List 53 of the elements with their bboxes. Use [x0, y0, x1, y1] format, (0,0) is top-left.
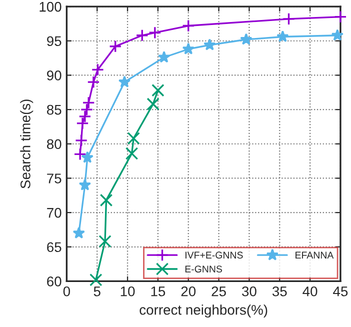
x-tick-label: 0 — [63, 286, 70, 296]
point — [81, 151, 94, 163]
x-tick-label: 20 — [181, 286, 196, 296]
point — [240, 33, 252, 45]
y-tick-label: 65 — [47, 242, 62, 252]
x-tick-label: 10 — [120, 286, 135, 296]
point — [276, 30, 289, 42]
point — [82, 96, 95, 110]
x-axis-title: correct neighbors(%) — [140, 304, 268, 318]
point — [136, 28, 149, 42]
point — [182, 42, 194, 54]
point — [125, 147, 138, 160]
point — [334, 10, 347, 24]
point — [158, 50, 170, 63]
point — [74, 134, 88, 147]
point — [152, 84, 164, 97]
y-axis-title: Search time(s) — [20, 100, 34, 188]
legend-label: IVF+E-GNNS — [186, 252, 243, 259]
legend-label: EFANNA — [296, 252, 334, 258]
point — [100, 194, 113, 207]
x-tick-label: 40 — [302, 286, 318, 296]
point — [98, 235, 112, 248]
x-tick-label: 25 — [212, 286, 226, 296]
y-tick-label: 80 — [46, 139, 62, 150]
y-tick-label: 85 — [46, 104, 62, 115]
point — [118, 76, 131, 88]
point — [74, 148, 86, 161]
x-tick-label: 35 — [272, 286, 287, 296]
y-tick-label: 70 — [47, 208, 62, 218]
point — [91, 63, 104, 76]
point — [146, 98, 160, 110]
x-tick-label: 45 — [333, 286, 348, 296]
y-tick-label: 90 — [47, 70, 62, 80]
point — [182, 19, 195, 32]
point — [148, 26, 162, 40]
point — [87, 76, 100, 88]
point — [127, 132, 140, 145]
point — [90, 273, 102, 286]
x-tick-label: 5 — [94, 286, 100, 296]
point — [331, 28, 344, 41]
y-tick-label: 60 — [47, 276, 62, 286]
x-tick-label: 30 — [242, 286, 256, 296]
legend-label: E-GNNS — [185, 266, 222, 272]
point — [204, 38, 216, 50]
point — [78, 178, 92, 190]
y-tick-label: 95 — [47, 36, 62, 46]
point — [108, 40, 122, 53]
point — [80, 103, 94, 116]
y-tick-label: 75 — [47, 174, 62, 184]
point — [282, 12, 296, 26]
y-tick-label: 100 — [40, 2, 62, 12]
x-tick-label: 15 — [151, 286, 166, 296]
point — [72, 226, 85, 238]
